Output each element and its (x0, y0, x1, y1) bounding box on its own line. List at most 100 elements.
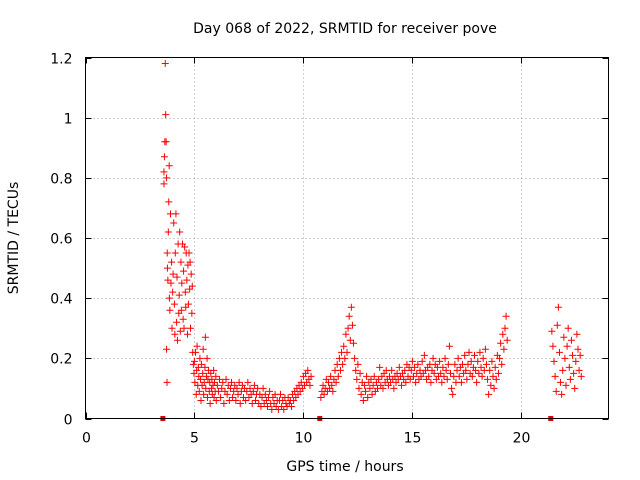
data-point (463, 375, 471, 383)
y-tick-label: 1 (64, 112, 73, 128)
data-point (351, 354, 359, 362)
data-point (163, 174, 171, 182)
data-point (487, 381, 495, 389)
data-point (163, 264, 171, 272)
data-point (442, 366, 450, 374)
data-point (350, 339, 358, 347)
data-point (347, 303, 355, 311)
data-point (163, 249, 171, 257)
data-point (481, 345, 489, 353)
data-point (218, 384, 226, 392)
data-point (277, 390, 285, 398)
data-point (563, 342, 571, 350)
data-point (230, 387, 238, 395)
data-point (388, 366, 396, 374)
data-point (470, 351, 478, 359)
data-point (195, 387, 203, 395)
data-point (559, 366, 567, 374)
data-point (181, 243, 189, 251)
data-point (411, 363, 419, 371)
data-point (464, 360, 472, 368)
data-point (461, 351, 469, 359)
data-point (560, 333, 568, 341)
data-point (213, 381, 221, 389)
data-point (430, 369, 438, 377)
data-point (485, 390, 493, 398)
data-point (359, 396, 367, 404)
data-point (197, 375, 205, 383)
data-point (168, 258, 176, 266)
data-point (193, 366, 201, 374)
data-point (166, 306, 174, 314)
data-point (340, 342, 348, 350)
data-point (243, 387, 251, 395)
data-point (177, 306, 185, 314)
data-point (500, 345, 508, 353)
data-point (447, 369, 455, 377)
data-point (477, 363, 485, 371)
data-point (167, 279, 175, 287)
data-point (208, 390, 216, 398)
data-point (552, 387, 560, 395)
data-point (367, 375, 375, 383)
data-point (160, 168, 168, 176)
data-point (196, 354, 204, 362)
data-point (233, 384, 241, 392)
data-point (407, 366, 415, 374)
data-point (497, 339, 505, 347)
data-point (348, 321, 356, 329)
data-point (235, 378, 243, 386)
data-point (440, 372, 448, 380)
data-point (345, 312, 353, 320)
data-point (402, 378, 410, 386)
data-point (206, 399, 214, 407)
data-point (183, 330, 191, 338)
data-point (484, 375, 492, 383)
data-point (567, 336, 575, 344)
data-point (465, 348, 473, 356)
y-tick-label: 0.4 (50, 292, 72, 308)
data-point (334, 372, 342, 380)
data-point (214, 387, 222, 395)
data-point (192, 348, 200, 356)
data-point (328, 381, 336, 389)
data-point (261, 390, 269, 398)
data-point (429, 354, 437, 362)
data-point (268, 405, 276, 413)
data-point (228, 378, 236, 386)
data-point (355, 384, 363, 392)
data-point (185, 249, 193, 257)
x-tick-label: 10 (295, 431, 313, 447)
data-point (364, 393, 372, 401)
data-point (161, 60, 169, 68)
data-point (304, 366, 312, 374)
data-point (379, 384, 387, 392)
data-point (332, 378, 340, 386)
x-axis-label: GPS time / hours (286, 459, 403, 475)
data-point (197, 396, 205, 404)
data-point (457, 378, 465, 386)
data-point (170, 219, 178, 227)
data-point (478, 372, 486, 380)
data-point (444, 360, 452, 368)
data-point (491, 363, 499, 371)
data-point (427, 378, 435, 386)
data-point (439, 363, 447, 371)
data-point (250, 381, 258, 389)
axis-ticks: 0 5 10 15 20 0 0.2 0.4 0.6 0.8 1 1.2 (50, 52, 609, 447)
data-point (472, 366, 480, 374)
data-point (160, 153, 168, 161)
data-point (343, 348, 351, 356)
data-point (336, 366, 344, 374)
data-point (197, 360, 205, 368)
data-point (555, 348, 563, 356)
data-point (451, 360, 459, 368)
data-point (179, 315, 187, 323)
data-point (180, 324, 188, 332)
y-tick-label: 0 (64, 413, 73, 429)
data-point (362, 387, 370, 395)
data-point (164, 276, 172, 284)
data-point (438, 378, 446, 386)
